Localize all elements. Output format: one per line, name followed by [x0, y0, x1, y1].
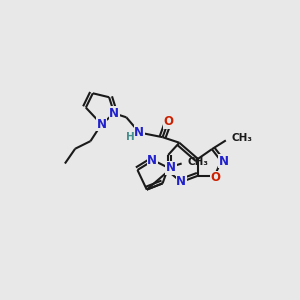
Text: N: N [219, 155, 229, 168]
Text: N: N [176, 176, 186, 188]
Text: N: N [134, 126, 144, 139]
Text: N: N [166, 161, 176, 174]
Text: CH₃: CH₃ [232, 133, 253, 143]
Text: N: N [109, 107, 119, 120]
Text: O: O [163, 116, 173, 128]
Text: H: H [126, 132, 135, 142]
Text: N: N [147, 154, 157, 167]
Text: N: N [96, 118, 106, 131]
Text: O: O [211, 171, 221, 184]
Text: CH₃: CH₃ [188, 158, 208, 167]
